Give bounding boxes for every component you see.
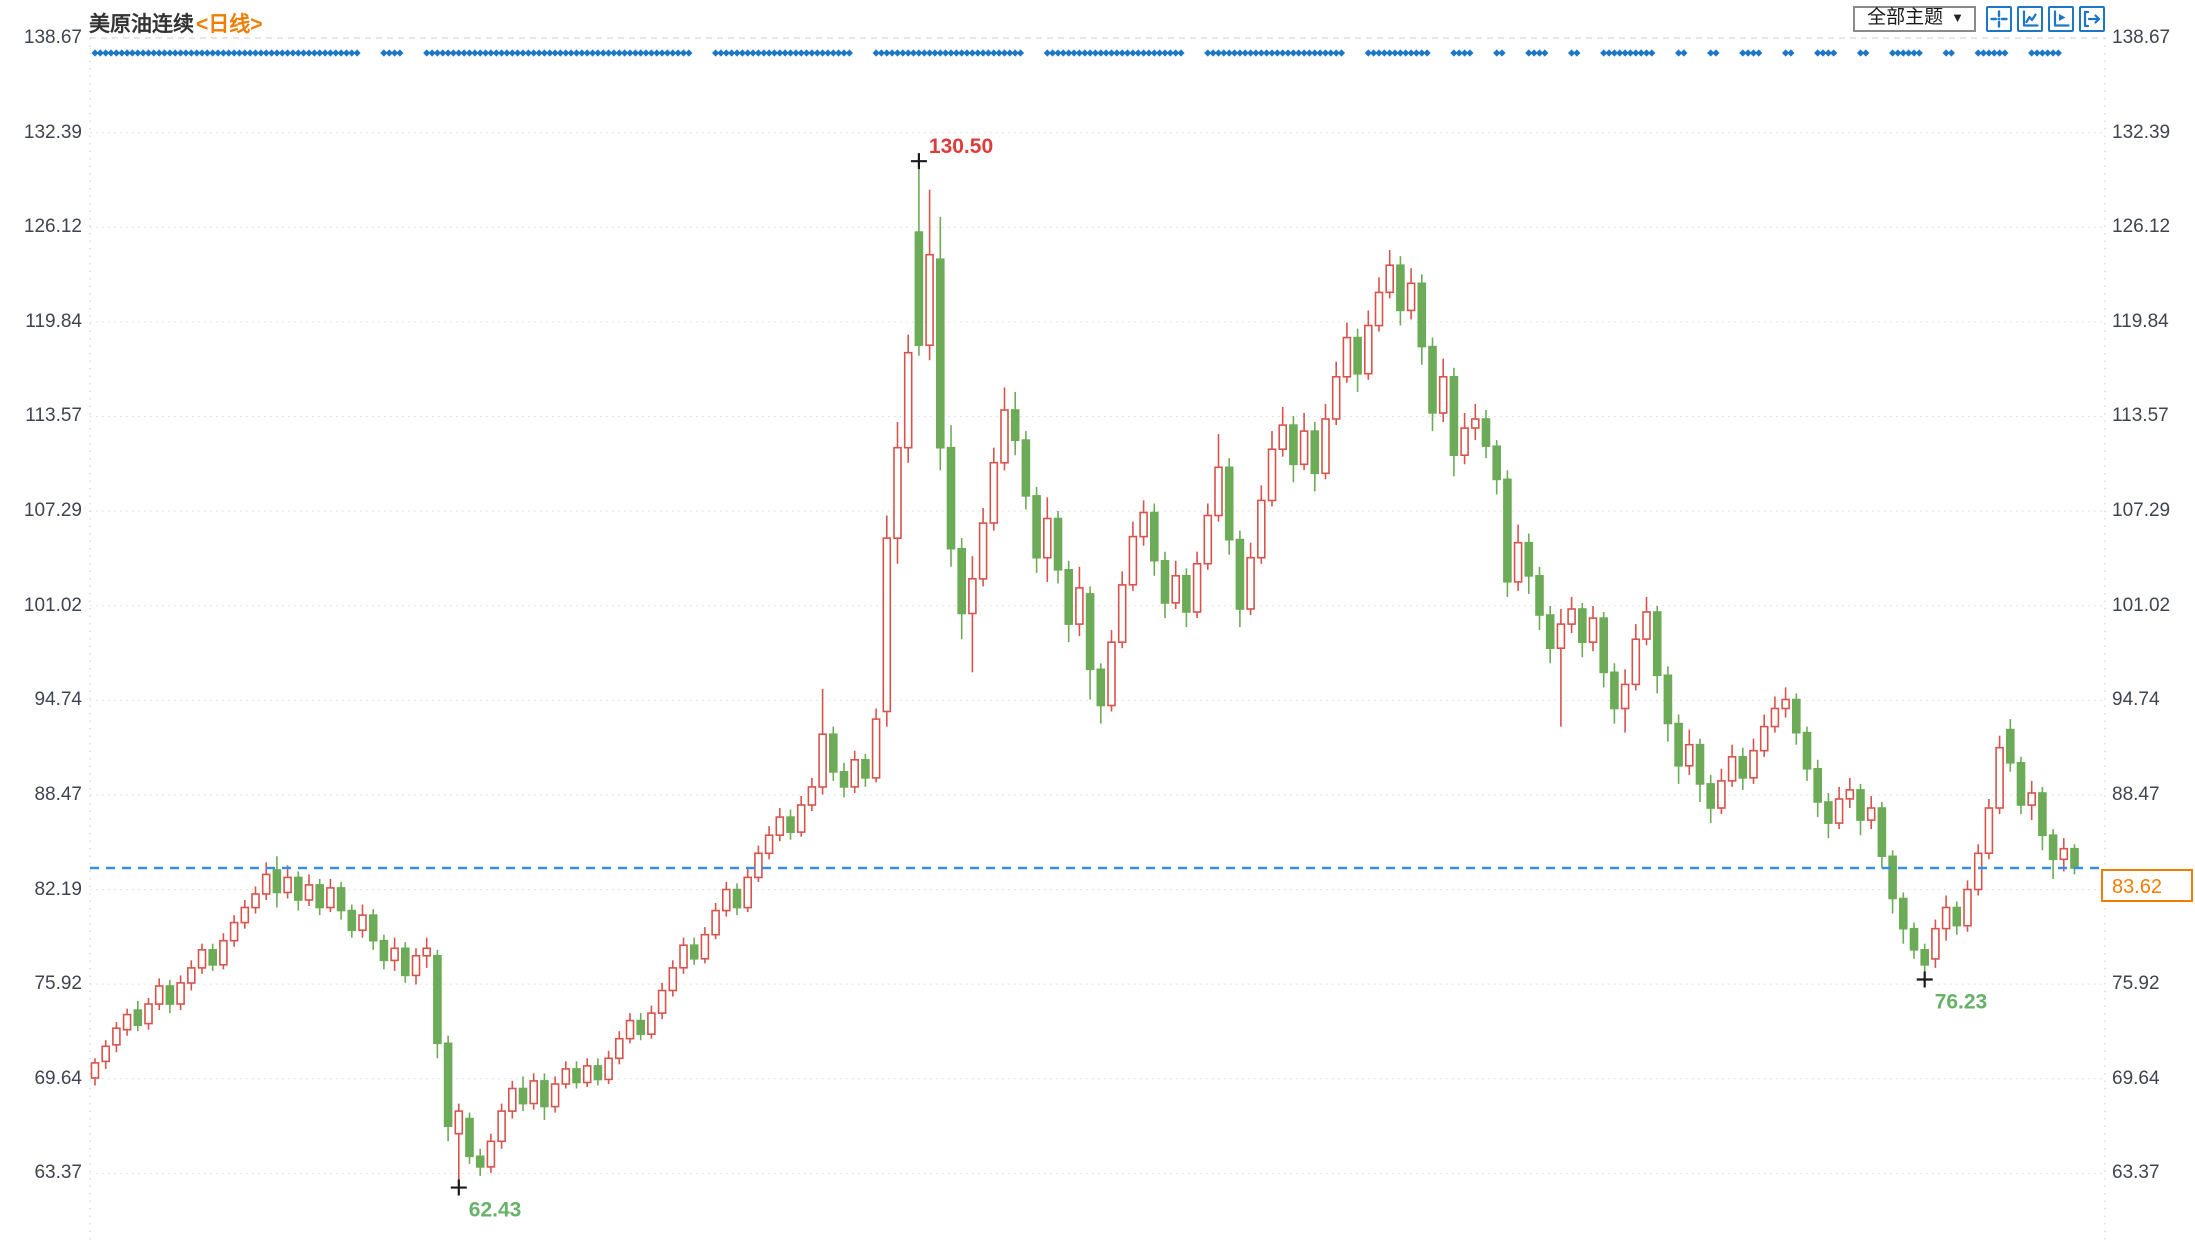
chevron-down-icon: ▼ — [1951, 10, 1964, 25]
page-title: 美原油连续<日线> — [89, 8, 263, 38]
left-axis-tick: 88.47 — [34, 783, 82, 805]
right-axis-tick: 119.84 — [2112, 310, 2169, 332]
annotation-high-0: 130.50 — [910, 135, 993, 170]
event-dots-row — [91, 49, 2062, 57]
all-themes-button[interactable]: 全部主题 ▼ — [1853, 6, 1976, 32]
axis-flag-icon[interactable] — [2048, 6, 2074, 32]
left-axis-tick: 113.57 — [25, 405, 82, 427]
move-icon[interactable] — [1986, 6, 2012, 32]
annotation-low-2: 76.23 — [1916, 971, 1988, 1014]
right-axis-tick: 113.57 — [2112, 405, 2169, 427]
svg-text:62.43: 62.43 — [469, 1199, 522, 1222]
interval-tag: <日线> — [196, 13, 263, 36]
gridlines — [89, 37, 2106, 1243]
left-axis-tick: 101.02 — [23, 594, 82, 616]
right-axis-tick: 101.02 — [2112, 594, 2171, 616]
all-themes-label: 全部主题 — [1867, 7, 1944, 28]
left-axis-tick: 82.19 — [34, 878, 82, 900]
left-axis-tick: 138.67 — [23, 27, 82, 48]
toolbar: 全部主题 ▼ — [1853, 6, 2105, 32]
left-axis-tick: 126.12 — [23, 216, 82, 238]
right-axis-tick: 69.64 — [2112, 1067, 2160, 1089]
left-axis-tick: 75.92 — [34, 973, 82, 995]
annotation-low-1: 62.43 — [450, 1179, 522, 1222]
right-axis-tick: 94.74 — [2112, 689, 2160, 711]
instrument-name: 美原油连续 — [89, 13, 194, 36]
right-axis-tick: 126.12 — [2112, 216, 2171, 238]
candles — [90, 161, 2079, 1188]
left-axis-tick: 63.37 — [34, 1162, 82, 1184]
arrow-out-icon[interactable] — [2079, 6, 2105, 32]
left-axis-tick: 69.64 — [34, 1067, 82, 1089]
left-axis-tick: 94.74 — [34, 689, 82, 711]
left-axis-tick: 132.39 — [23, 121, 82, 143]
right-axis-tick: 138.67 — [2112, 27, 2171, 48]
right-axis-tick: 132.39 — [2112, 121, 2171, 143]
chart-tool-icons — [1986, 6, 2105, 32]
last-price-label: 83.62 — [2101, 869, 2193, 902]
axis-chart-icon[interactable] — [2017, 6, 2043, 32]
right-axis-tick: 75.92 — [2112, 973, 2160, 995]
right-axis-tick: 88.47 — [2112, 783, 2160, 805]
svg-text:130.50: 130.50 — [929, 135, 993, 158]
right-axis-tick: 107.29 — [2112, 500, 2171, 522]
left-axis-tick: 119.84 — [25, 310, 82, 332]
right-axis-tick: 63.37 — [2112, 1162, 2160, 1184]
svg-text:76.23: 76.23 — [1935, 991, 1988, 1014]
left-axis-tick: 107.29 — [23, 500, 82, 522]
